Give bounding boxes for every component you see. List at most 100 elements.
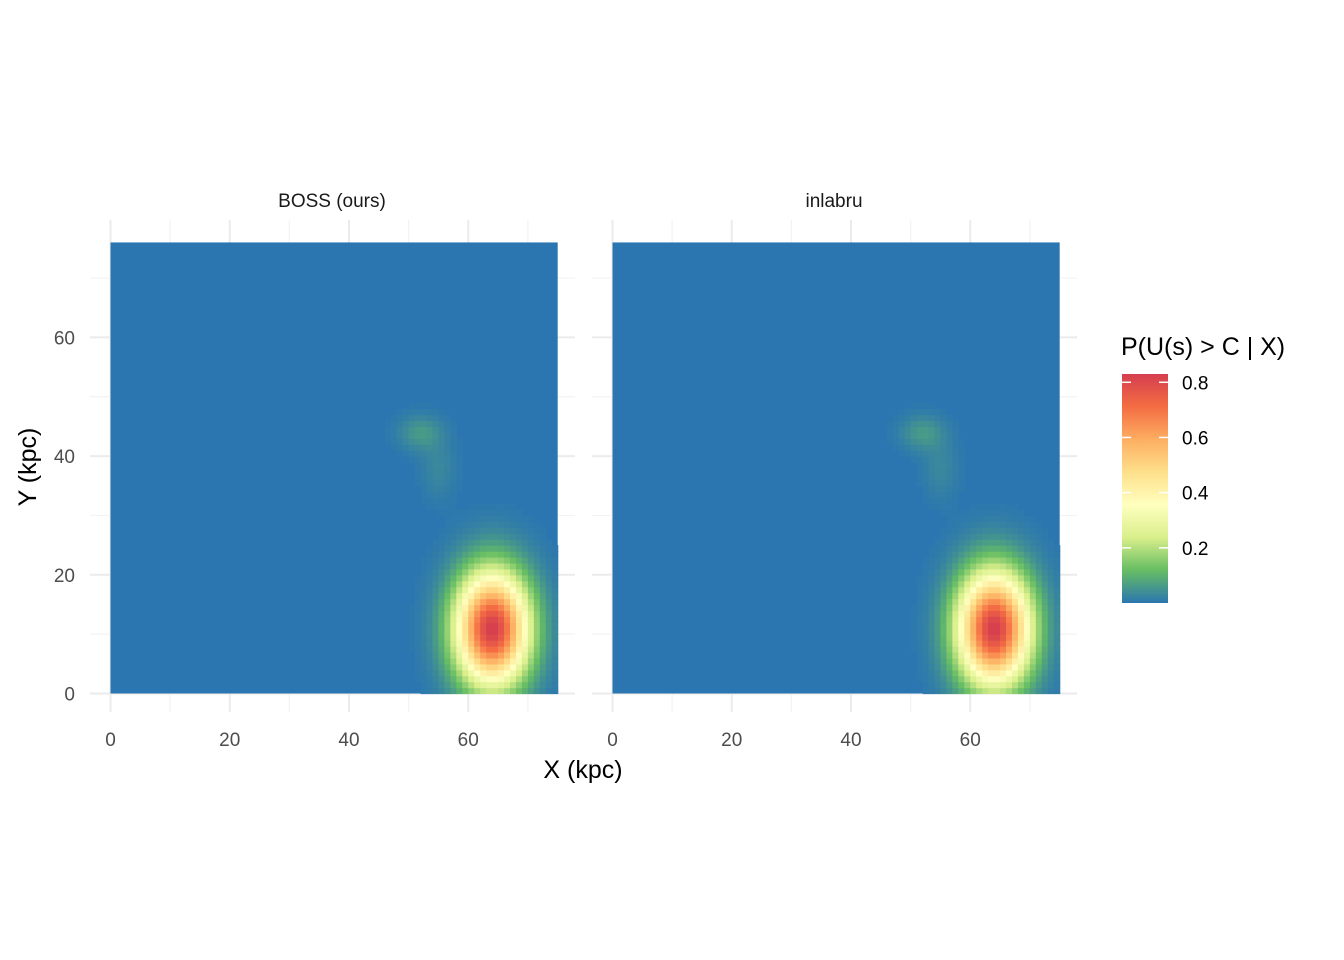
heatmap-cell xyxy=(444,592,451,600)
heatmap-cell xyxy=(432,551,440,558)
heatmap-cell xyxy=(533,628,541,635)
heatmap-cell xyxy=(916,628,924,635)
heatmap-cell xyxy=(450,556,457,564)
heatmap-cell xyxy=(498,675,505,683)
heatmap-cell xyxy=(1017,556,1025,564)
heatmap-cell xyxy=(934,491,942,499)
heatmap-cell xyxy=(946,438,953,445)
heatmap-cell xyxy=(480,580,487,588)
heatmap-cell xyxy=(1047,598,1055,606)
heatmap-cell xyxy=(952,456,959,463)
heatmap-cell xyxy=(916,604,924,612)
heatmap-cell xyxy=(994,681,1001,689)
heatmap-cell xyxy=(946,663,953,671)
heatmap-cell xyxy=(456,509,463,517)
heatmap-cell xyxy=(390,438,398,445)
heatmap-cell xyxy=(964,687,971,695)
heatmap-cell xyxy=(533,580,541,588)
heatmap-cell xyxy=(533,521,541,528)
heatmap-cell xyxy=(545,586,553,594)
heatmap-cell xyxy=(480,616,487,623)
heatmap-cell xyxy=(1017,509,1025,517)
heatmap-cell xyxy=(1047,580,1055,588)
heatmap-cell xyxy=(1053,545,1061,552)
heatmap-cell xyxy=(432,610,440,617)
heatmap-cell xyxy=(946,640,953,647)
heatmap-cell xyxy=(444,479,451,487)
heatmap-cell xyxy=(426,402,434,410)
heatmap-cell xyxy=(958,545,965,552)
heatmap-cell xyxy=(946,580,953,588)
heatmap-cell xyxy=(450,675,457,683)
x-tick-label-inlabru-20: 20 xyxy=(721,730,742,751)
heatmap-cell xyxy=(1000,539,1007,546)
heatmap-cell xyxy=(964,539,971,546)
heatmap-cell xyxy=(1006,687,1013,695)
heatmap-cell xyxy=(934,574,942,582)
heatmap-cell xyxy=(916,444,924,451)
heatmap-cell xyxy=(468,687,475,695)
heatmap-cell xyxy=(982,622,989,629)
heatmap-cell xyxy=(958,527,965,534)
heatmap-cell xyxy=(916,479,924,487)
heatmap-cell xyxy=(970,622,977,629)
heatmap-cell xyxy=(498,545,505,552)
heatmap-cell xyxy=(504,568,511,576)
heatmap-cell xyxy=(444,545,451,552)
heatmap-cell xyxy=(414,651,422,659)
heatmap-cell xyxy=(480,545,487,552)
heatmap-cell xyxy=(940,551,947,558)
heatmap-cell xyxy=(498,503,505,511)
heatmap-cell xyxy=(940,432,947,439)
heatmap-cell xyxy=(444,426,451,433)
heatmap-cell xyxy=(402,420,410,428)
heatmap-cell xyxy=(1041,598,1049,606)
heatmap-cell xyxy=(928,485,936,493)
heatmap-cell xyxy=(444,663,451,671)
heatmap-cell xyxy=(934,616,942,623)
heatmap-cell xyxy=(916,462,924,469)
heatmap-cell xyxy=(414,598,422,606)
heatmap-cell xyxy=(1006,598,1013,606)
heatmap-cell xyxy=(910,414,918,422)
heatmap-cell xyxy=(432,467,440,475)
heatmap-cell xyxy=(420,426,428,433)
heatmap-cell xyxy=(1041,651,1049,659)
heatmap-cell xyxy=(1035,610,1043,617)
heatmap-cell xyxy=(444,586,451,594)
heatmap-cell xyxy=(539,663,547,671)
heatmap-cell xyxy=(1011,640,1019,647)
heatmap-cell xyxy=(474,568,481,576)
heatmap-cell xyxy=(946,646,953,653)
heatmap-cell xyxy=(444,539,451,546)
heatmap-cell xyxy=(521,604,529,612)
heatmap-cell xyxy=(994,527,1001,534)
heatmap-cell xyxy=(432,426,440,433)
heatmap-cell xyxy=(916,663,924,671)
heatmap-cell xyxy=(384,432,392,439)
heatmap-cell xyxy=(533,551,541,558)
heatmap-cell xyxy=(509,651,517,659)
heatmap-cell xyxy=(892,432,900,439)
facet-panel-inlabru xyxy=(592,220,1077,712)
heatmap-cell xyxy=(976,646,983,653)
heatmap-cell xyxy=(527,586,535,594)
heatmap-cell xyxy=(456,462,463,469)
heatmap-cell xyxy=(946,651,953,659)
heatmap-cell xyxy=(1017,562,1025,570)
heatmap-cell xyxy=(456,681,463,689)
heatmap-cell xyxy=(1000,503,1007,511)
heatmap-cell xyxy=(970,604,977,612)
heatmap-cell xyxy=(976,539,983,546)
heatmap-cell xyxy=(504,604,511,612)
heatmap-cell xyxy=(450,640,457,647)
heatmap-cell xyxy=(515,604,523,612)
heatmap-cell xyxy=(515,640,523,647)
heatmap-cell xyxy=(946,657,953,665)
heatmap-cell xyxy=(1000,604,1007,612)
heatmap-cell xyxy=(1041,646,1049,653)
heatmap-cell xyxy=(504,634,511,641)
heatmap-cell xyxy=(456,604,463,612)
heatmap-cell xyxy=(474,634,481,641)
heatmap-cell xyxy=(928,426,936,433)
